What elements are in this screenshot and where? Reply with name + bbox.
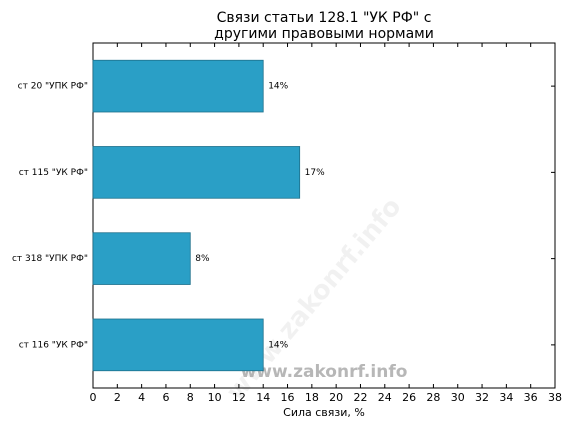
x-tick-label: 18 bbox=[305, 391, 319, 404]
x-tick-label: 14 bbox=[256, 391, 270, 404]
x-tick-label: 22 bbox=[353, 391, 367, 404]
x-tick-label: 38 bbox=[548, 391, 562, 404]
x-tick-label: 8 bbox=[187, 391, 194, 404]
x-tick-label: 36 bbox=[524, 391, 538, 404]
y-tick-label: ст 20 "УПК РФ" bbox=[18, 82, 88, 92]
bar bbox=[92, 232, 191, 285]
value-label: 17% bbox=[305, 168, 325, 178]
x-tick-label: 26 bbox=[402, 391, 416, 404]
plot-frame bbox=[92, 42, 556, 389]
value-label: 14% bbox=[268, 82, 288, 92]
x-axis-label: Сила связи, % bbox=[283, 406, 365, 419]
x-tick-label: 30 bbox=[451, 391, 465, 404]
x-tick-label: 32 bbox=[475, 391, 489, 404]
x-tick-label: 2 bbox=[114, 391, 121, 404]
chart-title: другими правовыми нормами bbox=[214, 26, 434, 42]
x-tick-label: 6 bbox=[162, 391, 169, 404]
x-tick-label: 34 bbox=[499, 391, 513, 404]
x-tick-label: 28 bbox=[426, 391, 440, 404]
x-tick-label: 24 bbox=[378, 391, 392, 404]
bar bbox=[92, 146, 301, 199]
value-label: 8% bbox=[195, 254, 210, 264]
y-tick-label: ст 318 "УПК РФ" bbox=[12, 254, 88, 264]
x-tick-label: 4 bbox=[138, 391, 145, 404]
x-tick-label: 10 bbox=[208, 391, 222, 404]
watermark: www.zakonrf.info bbox=[241, 362, 408, 382]
y-tick-label: ст 115 "УК РФ" bbox=[19, 168, 88, 178]
bar bbox=[92, 318, 264, 372]
bar bbox=[92, 59, 264, 113]
chart-title: Связи статьи 128.1 "УК РФ" с bbox=[217, 10, 432, 26]
x-tick-label: 0 bbox=[90, 391, 97, 404]
x-tick-label: 16 bbox=[281, 391, 295, 404]
value-label: 14% bbox=[268, 340, 288, 350]
y-tick-label: ст 116 "УК РФ" bbox=[19, 340, 88, 350]
x-tick-label: 20 bbox=[329, 391, 343, 404]
x-tick-label: 12 bbox=[232, 391, 246, 404]
